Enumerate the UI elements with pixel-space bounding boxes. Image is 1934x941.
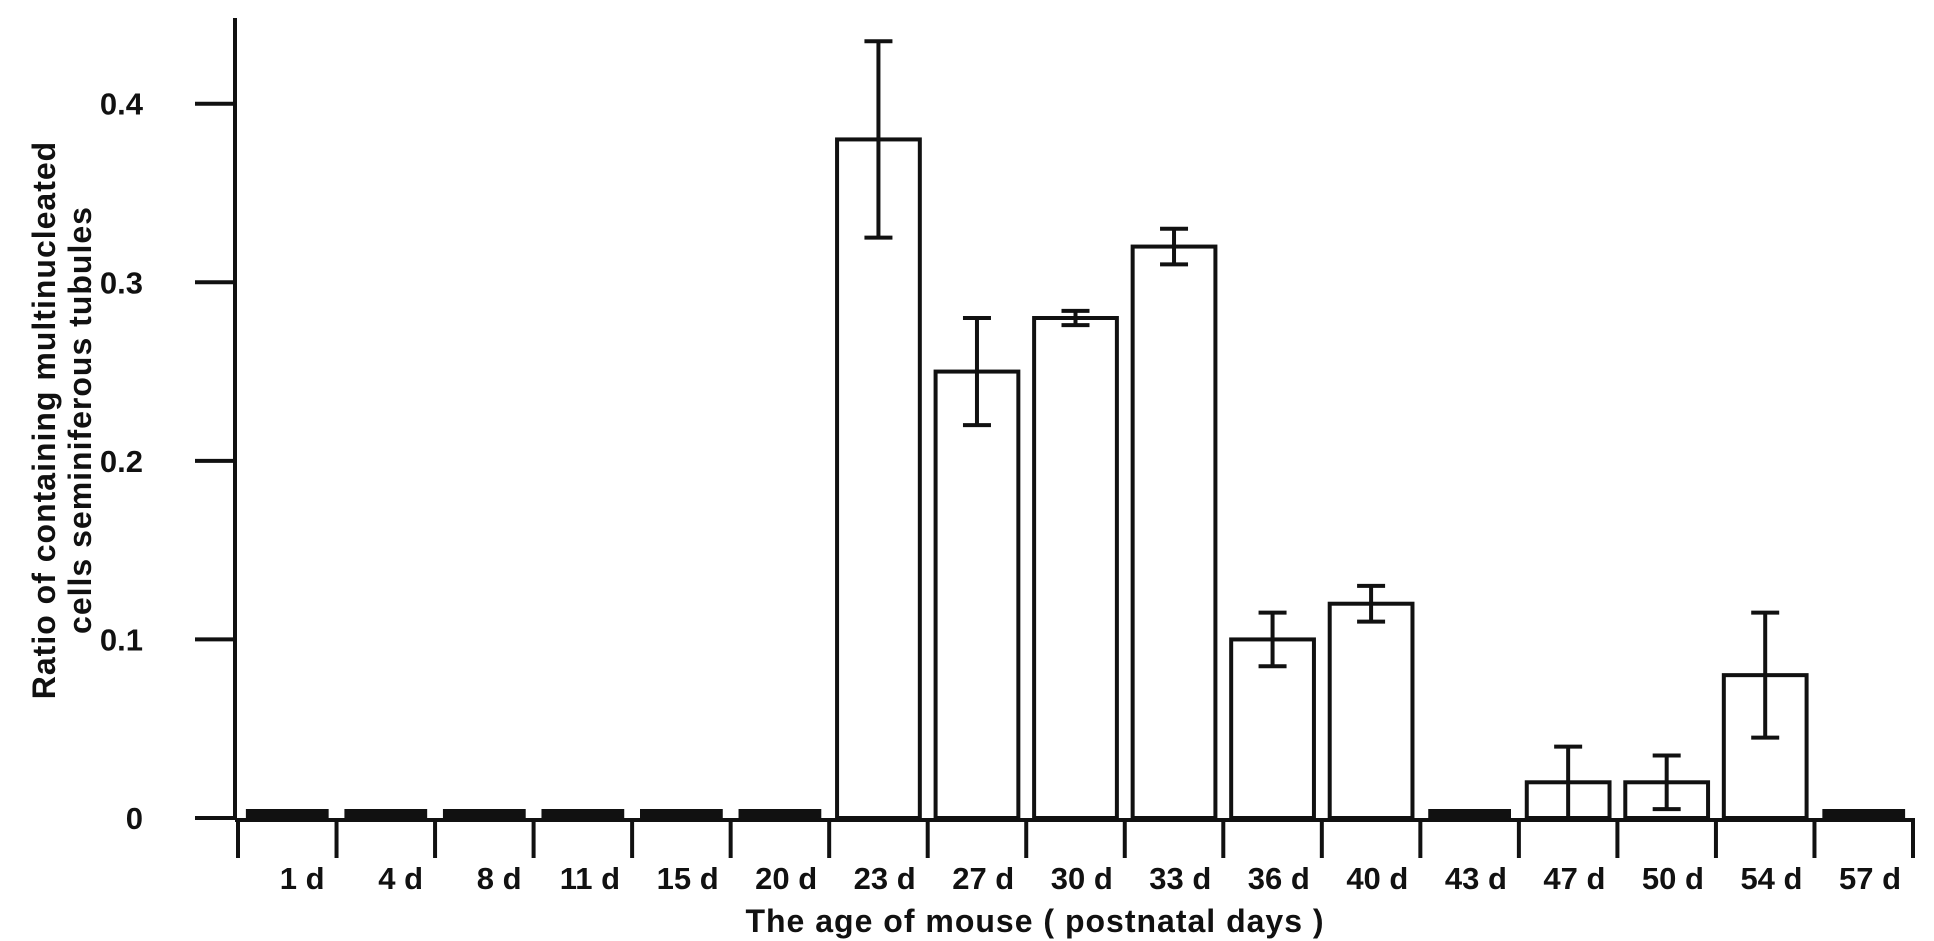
x-tick-label-0: 1 d xyxy=(280,861,325,896)
bar-15 xyxy=(1721,673,1809,821)
y-tick-label-1: 0.1 xyxy=(100,622,143,657)
bar-2 xyxy=(442,809,526,818)
bars-layer xyxy=(245,137,1906,821)
x-tick-label-10: 36 d xyxy=(1248,861,1310,896)
x-tick-label-1: 4 d xyxy=(378,861,423,896)
x-ticks: 1 d 4 d 8 d 11 d 15 d 20 d 23 d 27 d 30 d 33 d 36 … xyxy=(236,820,1915,896)
x-tick-label-6: 23 d xyxy=(854,861,916,896)
x-tick-label-5: 20 d xyxy=(755,861,817,896)
bar-7 xyxy=(933,369,1021,820)
bar-4 xyxy=(640,809,723,818)
x-tick-label-13: 47 d xyxy=(1543,861,1605,896)
y-tick-label-3: 0.3 xyxy=(100,265,143,300)
bar-16 xyxy=(1822,809,1906,818)
x-tick-label-14: 50 d xyxy=(1642,861,1704,896)
y-tick-label-0: 0 xyxy=(126,801,143,836)
y-tick-label-4: 0.4 xyxy=(100,87,144,122)
bar-5 xyxy=(738,809,822,818)
x-tick-label-4: 15 d xyxy=(657,861,719,896)
x-axis-title: The age of mouse ( postnatal days ) xyxy=(745,903,1324,939)
bar-10 xyxy=(1229,637,1316,821)
bar-6 xyxy=(835,137,922,820)
bar-0 xyxy=(245,809,329,818)
bar-11 xyxy=(1327,601,1415,821)
x-tick-label-3: 11 d xyxy=(560,861,620,896)
y-axis-title-line-1: Ratio of containing multinucleated xyxy=(26,141,62,699)
x-tick-label-12: 43 d xyxy=(1445,861,1507,896)
x-tick-label-15: 54 d xyxy=(1740,861,1802,896)
y-ticks: 0 0.1 0.2 0.3 0.4 xyxy=(100,87,235,836)
bar-8 xyxy=(1032,316,1119,820)
bar-9 xyxy=(1130,244,1218,821)
x-tick-label-11: 40 d xyxy=(1346,861,1408,896)
x-tick-label-2: 8 d xyxy=(477,861,522,896)
x-tick-label-7: 27 d xyxy=(952,861,1014,896)
y-tick-label-2: 0.2 xyxy=(100,444,143,479)
y-axis-title-line-2: cells seminiferous tubules xyxy=(62,206,98,634)
bar-3 xyxy=(541,809,625,818)
x-tick-label-9: 33 d xyxy=(1149,861,1211,896)
x-tick-label-16: 57 d xyxy=(1839,861,1901,896)
bar-1 xyxy=(344,809,428,818)
x-tick-label-8: 30 d xyxy=(1051,861,1113,896)
bar-12 xyxy=(1428,809,1511,818)
